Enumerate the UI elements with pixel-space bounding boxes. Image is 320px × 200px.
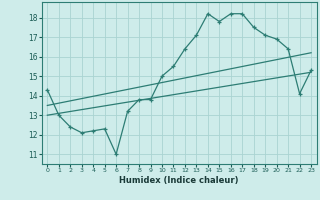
X-axis label: Humidex (Indice chaleur): Humidex (Indice chaleur): [119, 176, 239, 185]
